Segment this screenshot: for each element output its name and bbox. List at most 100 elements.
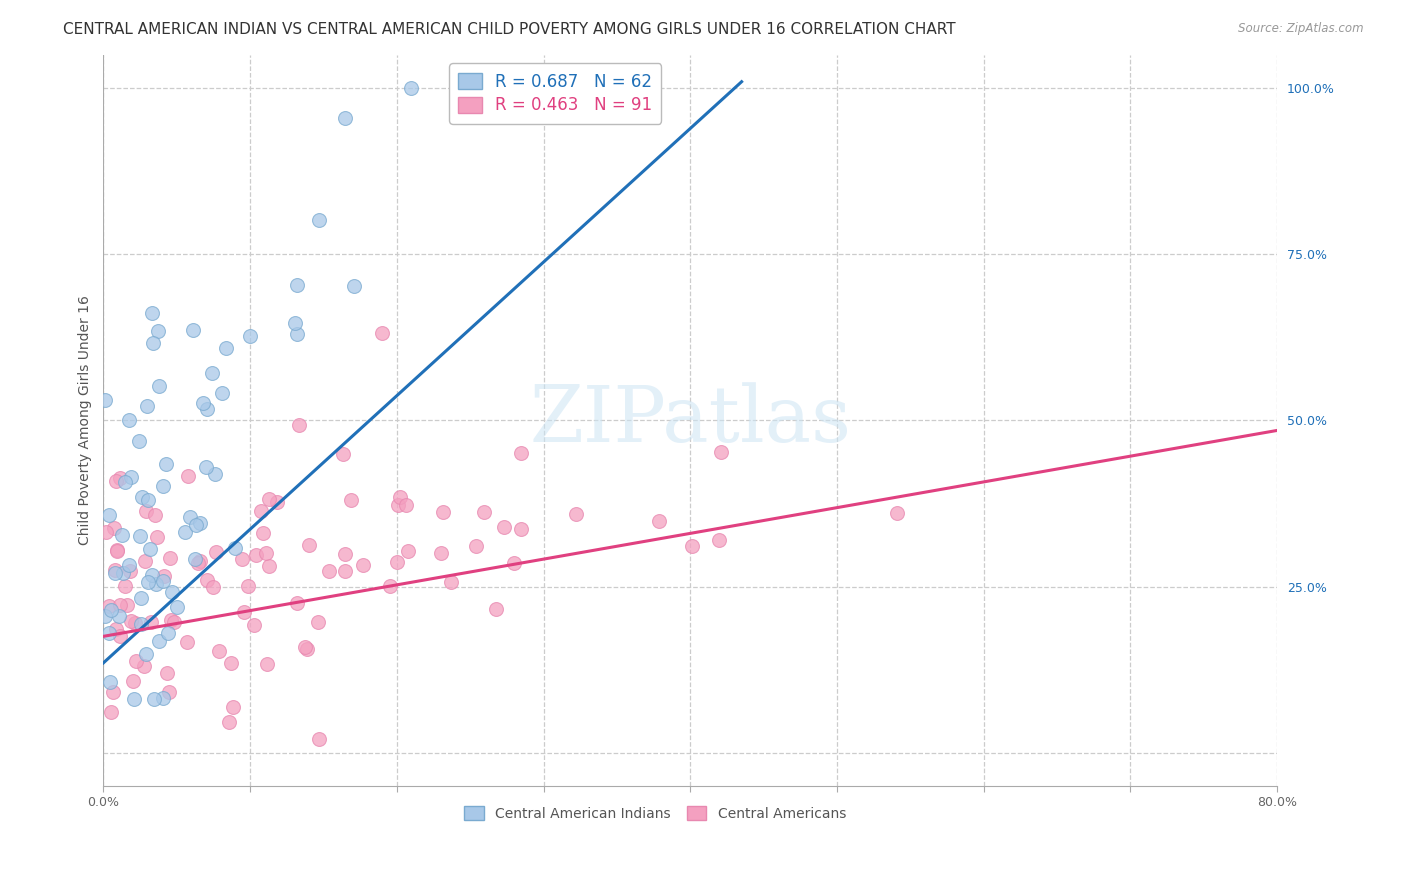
- Point: [218, 714, 240, 729]
- Point: [385, 555, 408, 569]
- Point: [108, 471, 131, 485]
- Point: [187, 556, 209, 570]
- Point: [204, 467, 226, 481]
- Point: [105, 474, 128, 488]
- Point: [122, 692, 145, 706]
- Point: [387, 498, 409, 512]
- Point: [143, 508, 166, 522]
- Point: [159, 551, 181, 566]
- Point: [125, 654, 148, 668]
- Point: [710, 445, 733, 459]
- Point: [120, 614, 142, 628]
- Point: [332, 447, 354, 461]
- Point: [145, 576, 167, 591]
- Point: [105, 622, 128, 636]
- Point: [177, 469, 200, 483]
- Point: [191, 396, 214, 410]
- Point: [173, 525, 195, 540]
- Point: [202, 580, 225, 594]
- Point: [492, 519, 515, 533]
- Point: [100, 705, 122, 719]
- Point: [208, 644, 231, 658]
- Point: [195, 573, 218, 587]
- Point: [509, 446, 531, 460]
- Point: [429, 546, 451, 560]
- Point: [285, 596, 308, 610]
- Point: [103, 521, 125, 535]
- Point: [163, 615, 186, 630]
- Point: [254, 546, 277, 560]
- Point: [108, 608, 131, 623]
- Point: [707, 533, 730, 548]
- Point: [257, 492, 280, 507]
- Point: [104, 563, 127, 577]
- Point: [257, 558, 280, 573]
- Point: [129, 591, 152, 605]
- Point: [204, 545, 226, 559]
- Point: [181, 323, 204, 337]
- Point: [156, 665, 179, 680]
- Point: [131, 490, 153, 504]
- Point: [285, 277, 308, 292]
- Point: [396, 544, 419, 558]
- Point: [294, 640, 316, 654]
- Point: [108, 629, 131, 643]
- Point: [136, 575, 159, 590]
- Point: [308, 213, 330, 227]
- Point: [283, 316, 305, 330]
- Point: [132, 659, 155, 673]
- Point: [256, 657, 278, 672]
- Point: [510, 522, 533, 536]
- Point: [184, 552, 207, 566]
- Point: [136, 492, 159, 507]
- Text: ZIPatlas: ZIPatlas: [529, 383, 851, 458]
- Point: [340, 492, 363, 507]
- Point: [135, 399, 157, 413]
- Point: [307, 615, 329, 630]
- Point: [287, 417, 309, 432]
- Point: [94, 392, 117, 407]
- Point: [117, 413, 139, 427]
- Point: [143, 692, 166, 706]
- Point: [122, 674, 145, 689]
- Point: [343, 279, 366, 293]
- Point: [249, 504, 271, 518]
- Point: [295, 642, 318, 657]
- Point: [335, 112, 357, 126]
- Point: [371, 326, 394, 340]
- Point: [432, 505, 454, 519]
- Point: [114, 578, 136, 592]
- Point: [105, 543, 128, 558]
- Point: [333, 547, 356, 561]
- Point: [318, 564, 340, 578]
- Point: [142, 336, 165, 351]
- Point: [232, 606, 254, 620]
- Point: [194, 460, 217, 475]
- Point: [159, 613, 181, 627]
- Point: [135, 504, 157, 518]
- Point: [105, 544, 128, 558]
- Point: [98, 599, 121, 613]
- Point: [395, 498, 418, 512]
- Point: [231, 551, 253, 566]
- Point: [352, 558, 374, 573]
- Point: [111, 528, 134, 542]
- Point: [135, 647, 157, 661]
- Point: [111, 566, 134, 580]
- Point: [285, 327, 308, 342]
- Point: [152, 479, 174, 493]
- Point: [378, 579, 401, 593]
- Point: [141, 306, 163, 320]
- Point: [120, 469, 142, 483]
- Point: [104, 566, 127, 580]
- Point: [219, 657, 242, 671]
- Point: [245, 548, 267, 562]
- Point: [153, 569, 176, 583]
- Point: [465, 539, 488, 553]
- Point: [565, 507, 588, 521]
- Point: [201, 366, 224, 380]
- Point: [96, 524, 118, 539]
- Point: [148, 379, 170, 393]
- Point: [128, 434, 150, 448]
- Point: [129, 529, 152, 543]
